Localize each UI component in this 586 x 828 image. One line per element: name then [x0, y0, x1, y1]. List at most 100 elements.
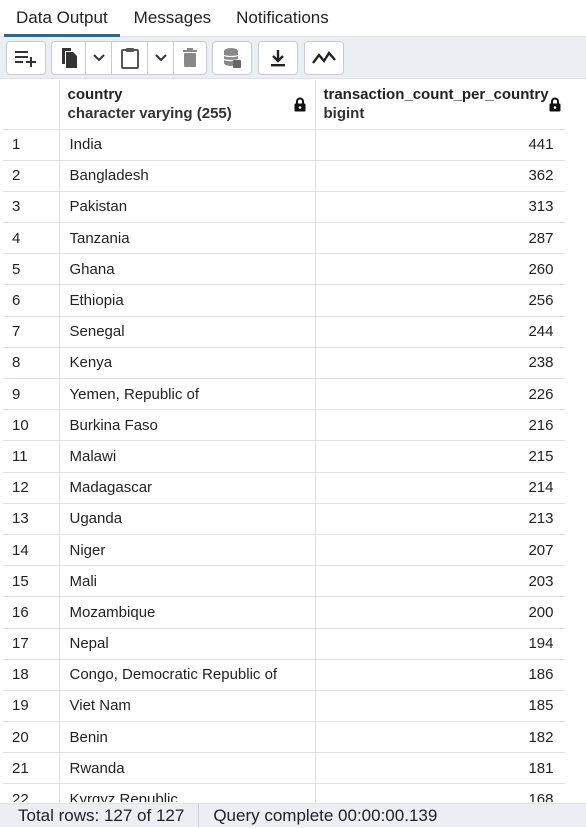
paste-options-button[interactable]: [148, 41, 174, 74]
table-row[interactable]: 17 Nepal 194: [3, 628, 565, 660]
cell-transaction-count[interactable]: 194: [315, 628, 565, 660]
table-row[interactable]: 3 Pakistan 313: [3, 191, 565, 224]
row-number[interactable]: 20: [3, 721, 60, 754]
row-number[interactable]: 16: [3, 596, 60, 629]
cell-country[interactable]: Benin: [59, 721, 316, 754]
row-number[interactable]: 5: [3, 253, 60, 286]
table-row[interactable]: 8 Kenya 238: [3, 347, 565, 380]
cell-transaction-count[interactable]: 216: [315, 409, 565, 442]
tab-data-output[interactable]: Data Output: [0, 0, 120, 37]
cell-country[interactable]: Bangladesh: [59, 160, 316, 192]
row-number[interactable]: 4: [3, 222, 60, 255]
table-row[interactable]: 14 Niger 207: [3, 534, 565, 567]
table-row[interactable]: 1 India 441: [3, 129, 565, 161]
cell-country[interactable]: Burkina Faso: [59, 409, 316, 442]
cell-country[interactable]: Rwanda: [59, 752, 316, 785]
table-row[interactable]: 6 Ethiopia 256: [3, 284, 565, 317]
cell-transaction-count[interactable]: 226: [315, 378, 565, 411]
copy-options-button[interactable]: [86, 41, 112, 74]
row-number[interactable]: 6: [3, 284, 60, 317]
row-number[interactable]: 15: [3, 565, 60, 598]
cell-transaction-count[interactable]: 313: [315, 191, 565, 224]
tab-messages[interactable]: Messages: [133, 8, 212, 27]
table-row[interactable]: 21 Rwanda 181: [3, 752, 565, 785]
table-row[interactable]: 2 Bangladesh 362: [3, 160, 565, 192]
cell-transaction-count[interactable]: 260: [315, 253, 565, 286]
row-number[interactable]: 1: [3, 129, 60, 161]
download-button[interactable]: [258, 40, 298, 75]
cell-transaction-count[interactable]: 256: [315, 284, 565, 317]
cell-country[interactable]: Ethiopia: [59, 284, 316, 317]
cell-transaction-count[interactable]: 214: [315, 472, 565, 504]
cell-country[interactable]: Ghana: [59, 253, 316, 286]
cell-transaction-count[interactable]: 362: [315, 160, 565, 192]
add-row-button[interactable]: [6, 40, 46, 75]
delete-button[interactable]: [174, 42, 206, 74]
paste-button[interactable]: [112, 41, 148, 74]
vertical-scrollbar[interactable]: [565, 80, 586, 802]
cell-transaction-count[interactable]: 185: [315, 690, 565, 723]
cell-country[interactable]: Tanzania: [59, 222, 316, 255]
cell-country[interactable]: Yemen, Republic of: [59, 378, 316, 411]
table-row[interactable]: 15 Mali 203: [3, 565, 565, 598]
table-row[interactable]: 11 Malawi 215: [3, 440, 565, 473]
cell-country[interactable]: Senegal: [59, 316, 316, 348]
cell-country[interactable]: Kyrgyz Republic: [59, 783, 316, 802]
row-number[interactable]: 8: [3, 347, 60, 380]
copy-button[interactable]: [52, 41, 86, 74]
tab-notifications[interactable]: Notifications: [236, 8, 329, 27]
cell-transaction-count[interactable]: 207: [315, 534, 565, 567]
row-number[interactable]: 19: [3, 690, 60, 723]
table-row[interactable]: 20 Benin 182: [3, 721, 565, 754]
row-number[interactable]: 3: [3, 191, 60, 224]
cell-transaction-count[interactable]: 182: [315, 721, 565, 754]
cell-transaction-count[interactable]: 186: [315, 659, 565, 691]
table-row[interactable]: 18 Congo, Democratic Republic of 186: [3, 659, 565, 691]
cell-country[interactable]: Pakistan: [59, 191, 316, 224]
cell-country[interactable]: Mali: [59, 565, 316, 598]
cell-country[interactable]: Viet Nam: [59, 690, 316, 723]
cell-transaction-count[interactable]: 168: [315, 783, 565, 802]
cell-country[interactable]: Madagascar: [59, 472, 316, 504]
cell-transaction-count[interactable]: 203: [315, 565, 565, 598]
table-row[interactable]: 16 Mozambique 200: [3, 596, 565, 629]
table-row[interactable]: 12 Madagascar 214: [3, 472, 565, 504]
cell-transaction-count[interactable]: 287: [315, 222, 565, 255]
cell-transaction-count[interactable]: 181: [315, 752, 565, 785]
cell-country[interactable]: India: [59, 129, 316, 161]
table-row[interactable]: 4 Tanzania 287: [3, 222, 565, 255]
row-number[interactable]: 12: [3, 472, 60, 504]
row-number[interactable]: 17: [3, 628, 60, 660]
row-number[interactable]: 14: [3, 534, 60, 567]
table-row[interactable]: 10 Burkina Faso 216: [3, 409, 565, 442]
row-number[interactable]: 21: [3, 752, 60, 785]
cell-country[interactable]: Niger: [59, 534, 316, 567]
row-number[interactable]: 10: [3, 409, 60, 442]
cell-transaction-count[interactable]: 244: [315, 316, 565, 348]
row-number[interactable]: 13: [3, 503, 60, 535]
row-number[interactable]: 2: [3, 160, 60, 192]
row-number[interactable]: 11: [3, 440, 60, 473]
table-row[interactable]: 19 Viet Nam 185: [3, 690, 565, 723]
cell-transaction-count[interactable]: 215: [315, 440, 565, 473]
cell-transaction-count[interactable]: 213: [315, 503, 565, 535]
table-row[interactable]: 22 Kyrgyz Republic 168: [3, 783, 565, 802]
cell-transaction-count[interactable]: 441: [315, 129, 565, 161]
table-row[interactable]: 5 Ghana 260: [3, 253, 565, 286]
cell-country[interactable]: Malawi: [59, 440, 316, 473]
graph-visualiser-button[interactable]: [304, 40, 344, 75]
cell-transaction-count[interactable]: 200: [315, 596, 565, 629]
cell-country[interactable]: Nepal: [59, 628, 316, 660]
cell-country[interactable]: Congo, Democratic Republic of: [59, 659, 316, 691]
row-number[interactable]: 22: [3, 783, 60, 802]
row-number[interactable]: 7: [3, 316, 60, 348]
table-row[interactable]: 13 Uganda 213: [3, 503, 565, 535]
save-data-button[interactable]: [212, 40, 252, 75]
row-number[interactable]: 9: [3, 378, 60, 411]
cell-country[interactable]: Kenya: [59, 347, 316, 380]
row-number[interactable]: 18: [3, 659, 60, 691]
column-header-transaction-count[interactable]: transaction_count_per_country bigint: [315, 80, 565, 130]
column-header-country[interactable]: country character varying (255): [59, 80, 316, 130]
cell-country[interactable]: Mozambique: [59, 596, 316, 629]
table-row[interactable]: 9 Yemen, Republic of 226: [3, 378, 565, 411]
